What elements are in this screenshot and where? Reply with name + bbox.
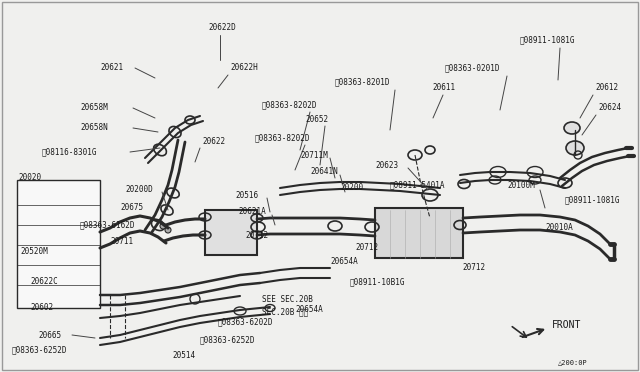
Text: 20516: 20516 — [235, 190, 258, 199]
Text: SEC.20B 車身: SEC.20B 車身 — [262, 308, 308, 317]
Text: 20514: 20514 — [172, 350, 195, 359]
Text: 20622C: 20622C — [30, 278, 58, 286]
Text: Ⓝ08911-10B1G: Ⓝ08911-10B1G — [350, 278, 406, 286]
Text: 20652: 20652 — [305, 115, 328, 125]
Text: FRONT: FRONT — [552, 320, 581, 330]
Text: 20624: 20624 — [598, 103, 621, 112]
Text: 20622: 20622 — [202, 138, 225, 147]
Text: 20010A: 20010A — [545, 224, 573, 232]
Text: 20623: 20623 — [375, 160, 398, 170]
Text: 20711: 20711 — [110, 237, 133, 247]
Text: 20658N: 20658N — [80, 124, 108, 132]
Text: 20602: 20602 — [30, 304, 53, 312]
Text: 20711M: 20711M — [300, 151, 328, 160]
Text: 20658M: 20658M — [80, 103, 108, 112]
Text: 20200D: 20200D — [125, 186, 153, 195]
Circle shape — [165, 227, 171, 233]
Text: Ⓢ08363-8201D: Ⓢ08363-8201D — [335, 77, 390, 87]
Text: Ⓢ08363-6202D: Ⓢ08363-6202D — [218, 317, 273, 327]
Text: 20200: 20200 — [340, 183, 363, 192]
Text: 20712: 20712 — [245, 231, 268, 240]
Text: SEE SEC.20B: SEE SEC.20B — [262, 295, 313, 305]
Text: Ⓝ08911-1081G: Ⓝ08911-1081G — [520, 35, 575, 45]
Text: Ⓢ08363-8202D: Ⓢ08363-8202D — [262, 100, 317, 109]
Text: 20665: 20665 — [38, 330, 61, 340]
Bar — [375, 208, 463, 258]
Text: Ⓑ08116-8301G: Ⓑ08116-8301G — [42, 148, 97, 157]
Text: 20641N: 20641N — [310, 167, 338, 176]
Text: 20675: 20675 — [120, 203, 143, 212]
Text: 20100M: 20100M — [507, 180, 535, 189]
Text: Ⓢ08363-6252D: Ⓢ08363-6252D — [200, 336, 255, 344]
Bar — [205, 210, 257, 255]
Text: 20712: 20712 — [355, 244, 378, 253]
Text: 20520M: 20520M — [20, 247, 48, 257]
Text: 20654A: 20654A — [330, 257, 358, 266]
Text: Ⓡ08363-6162D: Ⓡ08363-6162D — [80, 221, 136, 230]
Text: 20612: 20612 — [595, 83, 618, 93]
Text: 20020: 20020 — [18, 173, 41, 183]
Text: Ⓢ08363-0201D: Ⓢ08363-0201D — [445, 64, 500, 73]
Text: 20621A: 20621A — [238, 208, 266, 217]
Ellipse shape — [564, 122, 580, 134]
Text: 20712: 20712 — [462, 263, 485, 273]
Text: 20622D: 20622D — [208, 23, 236, 32]
Circle shape — [160, 223, 166, 229]
Text: Ⓢ08363-6252D: Ⓢ08363-6252D — [12, 346, 67, 355]
Text: 20622H: 20622H — [230, 64, 258, 73]
Text: △200:0P: △200:0P — [558, 359, 588, 365]
Text: Ⓝ08911-5401A: Ⓝ08911-5401A — [390, 180, 445, 189]
Bar — [17, 180, 100, 308]
Text: Ⓝ08911-1081G: Ⓝ08911-1081G — [565, 196, 621, 205]
Text: 20611: 20611 — [432, 83, 455, 93]
Text: 20654A: 20654A — [295, 305, 323, 314]
Text: Ⓢ08363-8202D: Ⓢ08363-8202D — [255, 134, 310, 142]
Text: 20621: 20621 — [100, 64, 123, 73]
Ellipse shape — [566, 141, 584, 155]
